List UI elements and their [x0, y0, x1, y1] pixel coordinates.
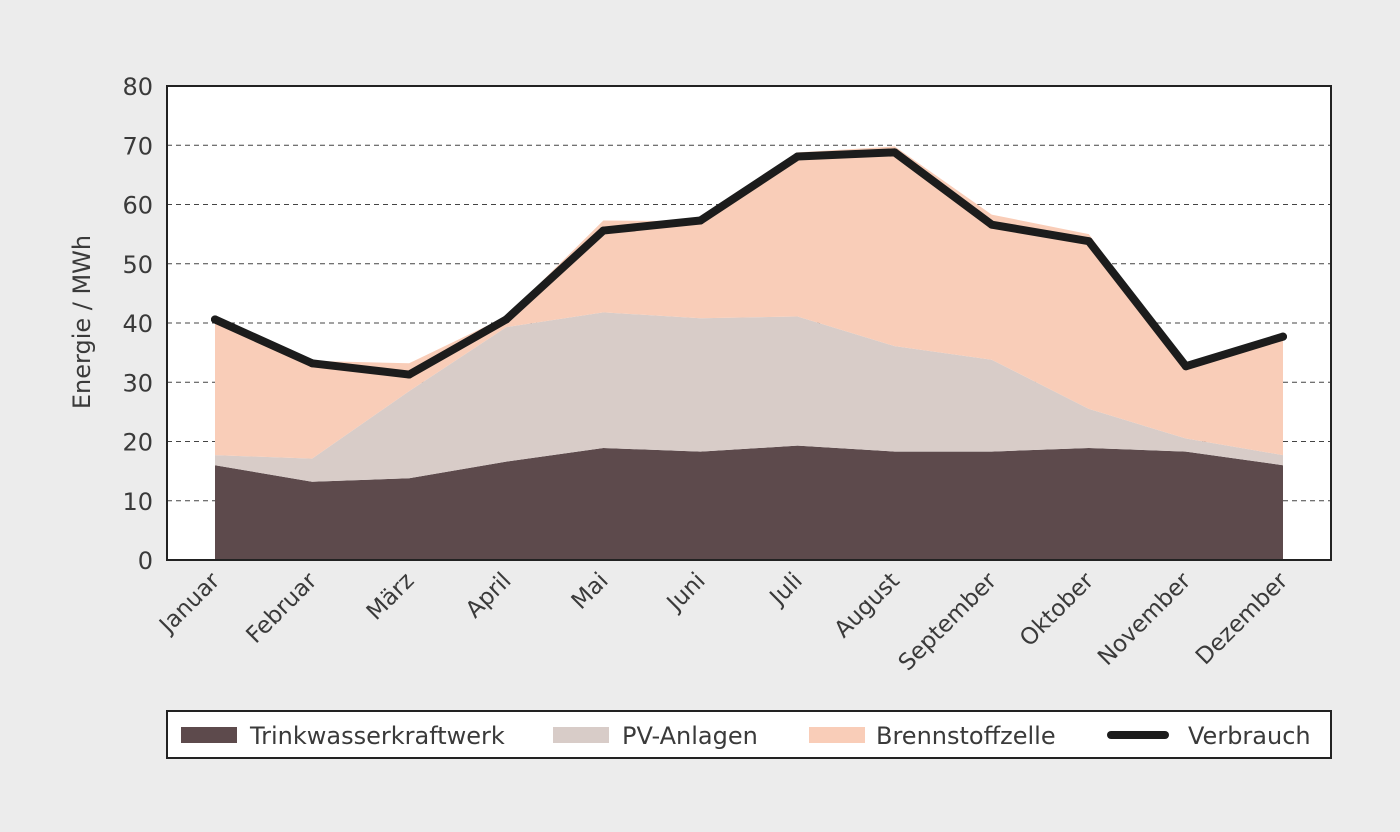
legend-swatch — [181, 727, 237, 743]
legend: Trinkwasserkraftwerk PV-Anlagen Brennstoff… — [166, 710, 1332, 759]
legend-label: Brennstoffzelle — [876, 722, 1056, 750]
y-tick-label: 80 — [122, 73, 153, 101]
legend-swatch — [809, 727, 865, 743]
x-tick-label: Dezember — [1191, 567, 1294, 670]
line-point — [502, 315, 511, 324]
x-tick-label: Februar — [242, 567, 323, 648]
area-trinkwasserkraftwerk — [215, 445, 1283, 560]
legend-label: Verbrauch — [1188, 722, 1311, 750]
line-point — [1084, 237, 1093, 246]
x-tick-label: August — [830, 568, 905, 643]
area-brennstoffzelle — [215, 146, 1283, 459]
x-tick-label: April — [461, 568, 517, 624]
x-tick-label: Mai — [567, 568, 614, 615]
legend-items: Trinkwasserkraftwerk PV-Anlagen Brennstoff… — [181, 722, 1311, 750]
legend-item: Trinkwasserkraftwerk — [181, 722, 505, 750]
line-verbrauch — [211, 148, 1287, 379]
y-tick-label: 10 — [122, 488, 153, 516]
legend-item: Verbrauch — [1107, 722, 1311, 750]
line-point — [1279, 332, 1287, 341]
area-series — [215, 146, 1283, 560]
legend-item: Brennstoffzelle — [809, 722, 1056, 750]
x-tick-label: November — [1093, 567, 1196, 670]
line-point — [211, 315, 219, 324]
line-point — [987, 220, 996, 229]
y-tick-label: 60 — [122, 192, 153, 220]
line-point — [793, 152, 802, 161]
line-point — [696, 216, 705, 225]
line-point — [405, 370, 414, 379]
legend-item: PV-Anlagen — [553, 722, 758, 750]
line-series — [211, 148, 1287, 379]
x-tick-label: Oktober — [1015, 567, 1099, 651]
y-tick-label: 30 — [122, 369, 153, 397]
x-tick-label: Januar — [153, 567, 225, 639]
y-tick-label: 70 — [122, 132, 153, 160]
x-tick-label: März — [362, 568, 420, 626]
x-tick-label: September — [894, 567, 1003, 676]
line-point — [308, 359, 317, 368]
x-tick-labels: Januar Februar März April Mai Juni Juli AugustS… — [153, 567, 1293, 676]
y-axis-label: Energie / MWh — [68, 235, 96, 409]
line-point — [1181, 362, 1190, 371]
y-tick-label: 0 — [138, 547, 153, 575]
line-point — [599, 226, 608, 235]
y-tick-label: 20 — [122, 429, 153, 457]
plot-frame — [166, 85, 1332, 561]
y-tick-label: 40 — [122, 310, 153, 338]
legend-label: PV-Anlagen — [622, 722, 758, 750]
legend-swatch — [553, 727, 609, 743]
x-tick-label: Juni — [661, 568, 711, 618]
y-tick-label: 50 — [122, 251, 153, 279]
line-point — [890, 148, 899, 157]
y-tick-labels: 0 10 20 30 40 50 60 70 80 — [122, 73, 153, 575]
x-tick-label: Juli — [764, 568, 808, 612]
legend-label: Trinkwasserkraftwerk — [249, 722, 505, 750]
area-pv-anlagen — [215, 312, 1283, 482]
